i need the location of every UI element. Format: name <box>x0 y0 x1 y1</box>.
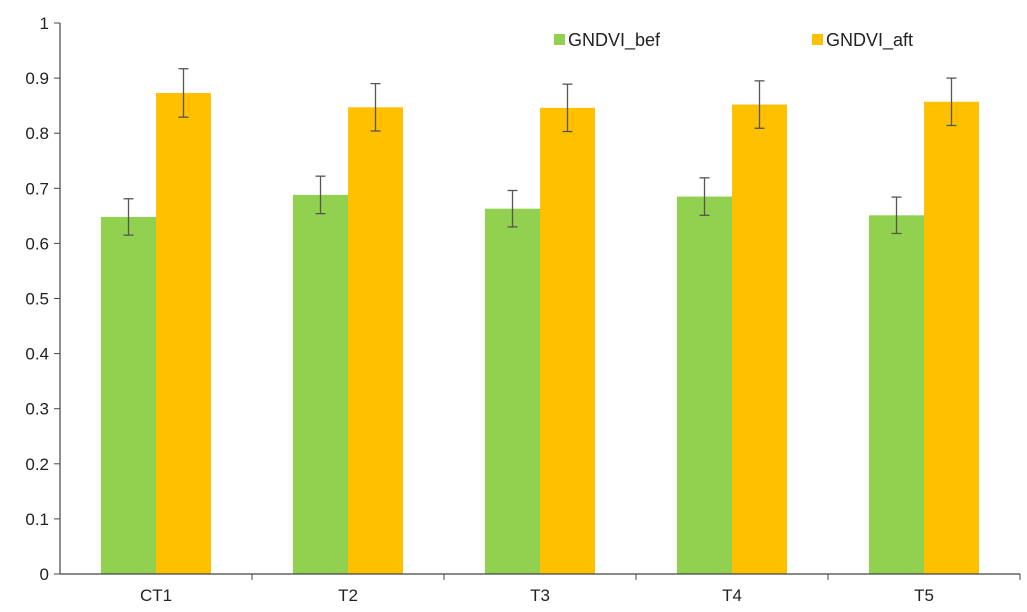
bars-layer <box>101 92 979 575</box>
error-bar-GNDVI_bef-T5 <box>891 196 902 235</box>
y-tick-label: 0.7 <box>25 179 49 198</box>
bar-GNDVI_aft-T3 <box>540 107 595 574</box>
y-tick-label: 1 <box>40 14 49 33</box>
x-tick-label: T5 <box>914 586 934 605</box>
error-bar-GNDVI_aft-T2 <box>370 82 381 132</box>
legend-item-GNDVI_aft: GNDVI_aft <box>812 30 913 51</box>
y-tick-label: 0.6 <box>25 234 49 253</box>
bar-GNDVI_bef-T5 <box>869 215 924 574</box>
legend-label: GNDVI_bef <box>568 30 661 51</box>
legend-label: GNDVI_aft <box>826 30 913 51</box>
x-tick-label: T2 <box>338 586 358 605</box>
error-bar-GNDVI_aft-CT1 <box>178 68 189 118</box>
bar-GNDVI_bef-T4 <box>677 196 732 574</box>
error-bars-layer <box>123 68 957 236</box>
bar-GNDVI_aft-CT1 <box>156 92 211 575</box>
x-tick-label: T4 <box>722 586 742 605</box>
error-bar-GNDVI_bef-T2 <box>315 175 326 215</box>
bar-GNDVI_aft-T5 <box>924 101 979 574</box>
bar-GNDVI_aft-T2 <box>348 107 403 574</box>
legend-swatch <box>812 34 823 45</box>
bar-GNDVI_bef-T2 <box>293 194 348 575</box>
y-tick-label: 0 <box>40 565 49 584</box>
x-tick-label: CT1 <box>140 586 172 605</box>
y-tick-label: 0.3 <box>25 400 49 419</box>
bar-GNDVI_bef-T3 <box>485 208 540 574</box>
y-tick-label: 0.2 <box>25 455 49 474</box>
bar-GNDVI_aft-T4 <box>732 104 787 574</box>
axes-layer: CT1 T2 T3 T4 T5 0 0.1 0.2 0.3 0.4 0.5 0.6 0.7 0.8 0.9 1 <box>25 14 1021 605</box>
y-tick-label: 0.8 <box>25 124 49 143</box>
legend-swatch <box>554 34 565 45</box>
error-bar-GNDVI_aft-T3 <box>562 83 573 133</box>
legend-item-GNDVI_bef: GNDVI_bef <box>554 30 661 51</box>
legend: GNDVI_bef GNDVI_aft <box>554 30 913 51</box>
y-tick-label: 0.1 <box>25 510 49 529</box>
y-tick-label: 0.4 <box>25 345 49 364</box>
y-tick-label: 0.5 <box>25 290 49 309</box>
error-bar-GNDVI_bef-T4 <box>699 177 710 216</box>
error-bar-GNDVI_aft-T4 <box>754 80 765 129</box>
bar-GNDVI_bef-CT1 <box>101 216 156 574</box>
y-tick-label: 0.9 <box>25 69 49 88</box>
x-tick-label: T3 <box>530 586 550 605</box>
error-bar-GNDVI_bef-CT1 <box>123 198 134 236</box>
error-bar-GNDVI_bef-T3 <box>507 189 518 228</box>
error-bar-GNDVI_aft-T5 <box>946 77 957 127</box>
